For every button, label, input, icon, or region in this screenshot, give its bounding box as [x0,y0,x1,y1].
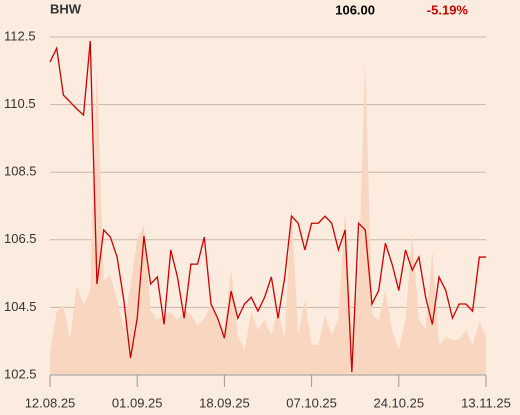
y-tick-label: 112.5 [4,28,36,43]
last-price: 106.00 [335,2,375,17]
y-tick-label: 110.5 [4,96,36,111]
x-tick-label: 24.10.25 [373,395,424,410]
x-tick-label: 18.09.25 [199,395,250,410]
chart-title: BHW [50,1,82,16]
x-tick-label: 12.08.25 [25,395,76,410]
x-tick-label: 07.10.25 [286,395,337,410]
y-tick-label: 106.5 [4,231,37,246]
price-change: -5.19% [427,2,469,17]
area [50,59,486,375]
x-tick-label: 01.09.25 [112,395,163,410]
x-tick-label: 13.11.25 [461,395,511,410]
y-tick-label: 104.5 [4,299,37,314]
y-tick-label: 102.5 [4,366,37,381]
y-tick-label: 108.5 [4,164,37,179]
line [49,40,486,372]
